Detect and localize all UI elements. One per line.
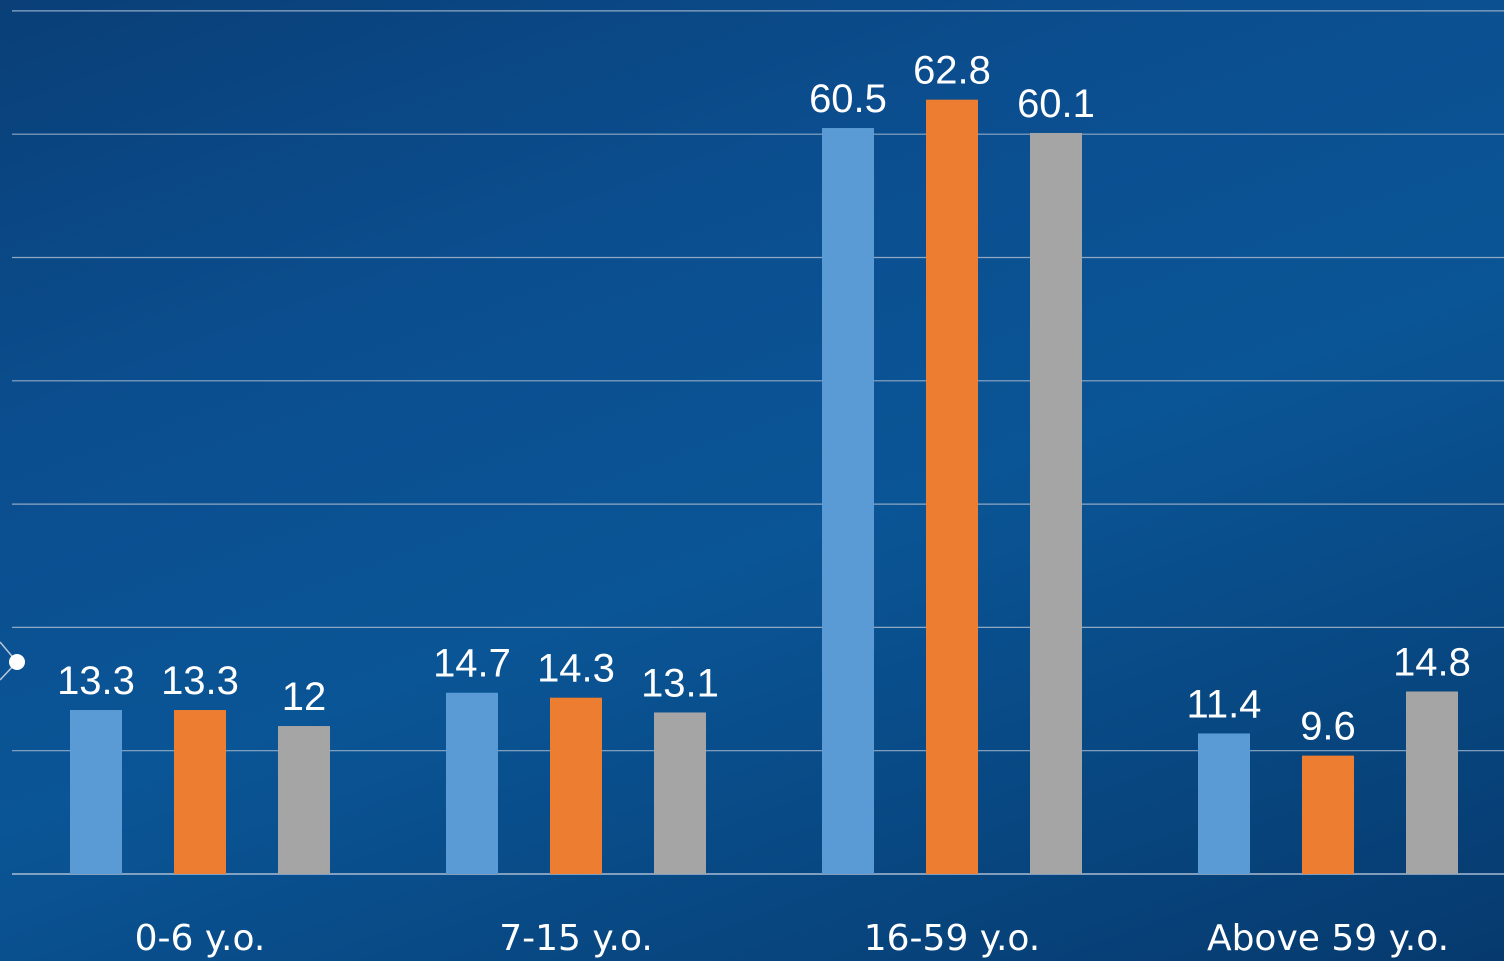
bar bbox=[1302, 755, 1354, 874]
data-label: 9.6 bbox=[1300, 705, 1356, 749]
data-label: 13.3 bbox=[161, 659, 239, 703]
bar bbox=[926, 99, 978, 874]
slide-edge-marker bbox=[0, 641, 25, 681]
data-label: 60.5 bbox=[809, 77, 887, 121]
data-label: 11.4 bbox=[1187, 682, 1262, 726]
category-tick-label: Above 59 y.o. bbox=[1207, 918, 1449, 959]
edge-dot-icon bbox=[9, 654, 25, 670]
bar bbox=[1198, 733, 1250, 874]
data-label: 12 bbox=[282, 675, 327, 719]
bar bbox=[446, 692, 498, 874]
category-tick-label: 0-6 y.o. bbox=[135, 918, 266, 959]
data-label: 14.3 bbox=[537, 647, 615, 691]
category-labels: 0-6 y.o. 7-15 y.o. 16-59 y.o. Above 59 y.o. bbox=[135, 918, 1449, 959]
data-label: 14.8 bbox=[1393, 641, 1471, 685]
data-label: 62.8 bbox=[913, 49, 991, 93]
bar bbox=[278, 726, 330, 874]
bar bbox=[70, 710, 122, 874]
data-label: 14.7 bbox=[433, 642, 511, 686]
bar bbox=[654, 712, 706, 874]
bar bbox=[1406, 691, 1458, 874]
bar bbox=[550, 697, 602, 874]
data-label: 13.3 bbox=[57, 659, 135, 703]
gridlines bbox=[12, 10, 1504, 875]
bar bbox=[174, 710, 226, 874]
category-tick-label: 16-59 y.o. bbox=[864, 918, 1041, 959]
data-label: 13.1 bbox=[641, 661, 719, 705]
category-tick-label: 7-15 y.o. bbox=[499, 918, 653, 959]
data-label: 60.1 bbox=[1017, 82, 1095, 126]
bar bbox=[822, 128, 874, 874]
bars bbox=[70, 99, 1458, 875]
bar bbox=[1030, 132, 1082, 875]
value-labels: 13.3 13.3 12 14.7 14.3 13.1 60.5 62.8 60.1 11.4 9.… bbox=[57, 49, 1471, 749]
